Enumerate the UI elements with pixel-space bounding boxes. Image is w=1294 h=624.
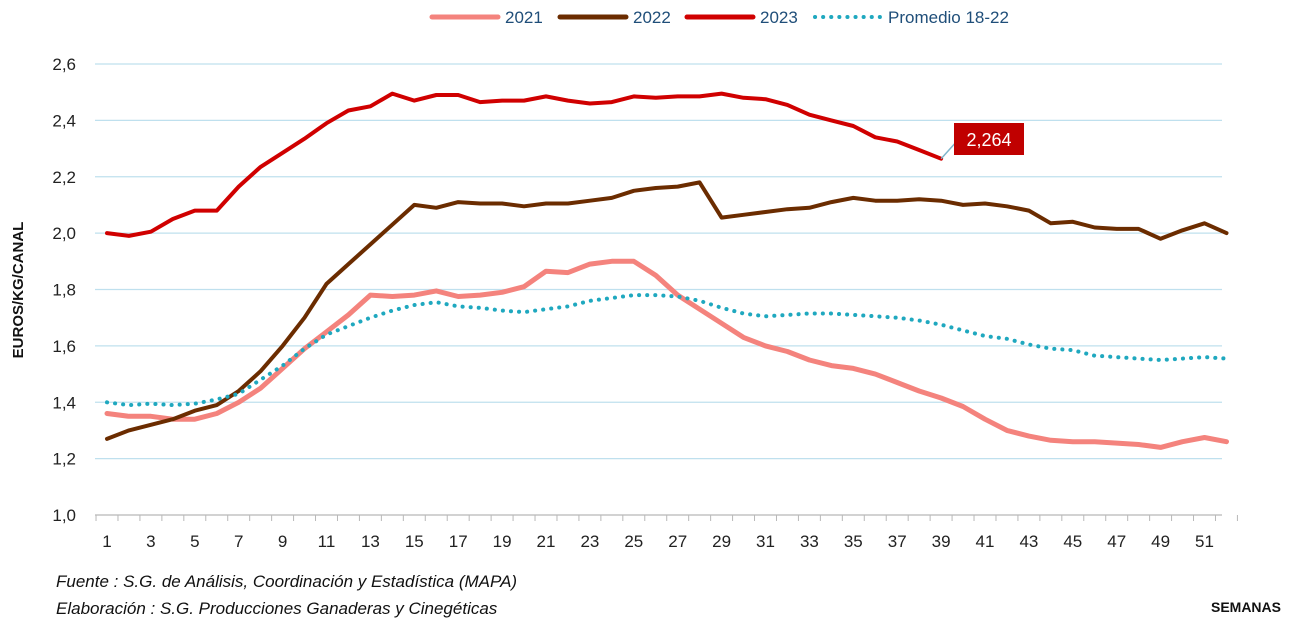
x-tick-label: 41	[976, 532, 995, 551]
legend-entry: 2023	[760, 8, 798, 27]
x-tick-label: 9	[278, 532, 287, 551]
series-line-2023	[105, 91, 944, 238]
axes: 1,01,21,41,61,82,02,22,42,61 3 5 7 9 11 13 15 17…	[52, 55, 1238, 551]
legend-entry: 2022	[633, 8, 671, 27]
x-tick-label: 29	[712, 532, 731, 551]
series-line-2022	[105, 180, 1229, 441]
x-tick-label: 33	[800, 532, 819, 551]
legend-entry: Promedio 18-22	[888, 8, 1009, 27]
y-tick-label: 2,2	[52, 168, 76, 187]
series-line-promedio-18-22	[105, 293, 1229, 408]
y-tick-label: 1,6	[52, 337, 76, 356]
x-tick-label: 43	[1019, 532, 1038, 551]
annotation-callout: 2,264	[940, 123, 1024, 160]
x-tick-label: 3	[146, 532, 155, 551]
source-note: Fuente : S.G. de Análisis, Coordinación …	[56, 572, 517, 591]
x-axis-label: SEMANAS	[1211, 599, 1281, 615]
callout-label: 2,264	[966, 130, 1011, 150]
x-tick-label: 25	[624, 532, 643, 551]
x-tick-label: 17	[449, 532, 468, 551]
y-tick-label: 1,0	[52, 506, 76, 525]
y-tick-label: 2,6	[52, 55, 76, 74]
y-tick-label: 2,4	[52, 111, 76, 130]
x-tick-label: 13	[361, 532, 380, 551]
x-tick-label: 45	[1063, 532, 1082, 551]
x-tick-label: 39	[932, 532, 951, 551]
elaboration-note: Elaboración : S.G. Producciones Ganadera…	[56, 599, 498, 618]
x-tick-label: 1	[102, 532, 111, 551]
x-tick-label: 11	[318, 532, 336, 551]
y-axis-label: EUROS/KG/CANAL	[10, 222, 27, 359]
x-tick-label: 19	[493, 532, 512, 551]
x-tick-label: 27	[668, 532, 687, 551]
x-tick-label: 51	[1195, 532, 1214, 551]
gridlines	[95, 63, 1222, 460]
series-lines	[104, 91, 1229, 450]
x-tick-label: 37	[888, 532, 907, 551]
y-tick-label: 2,0	[52, 224, 76, 243]
y-tick-label: 1,2	[52, 450, 76, 469]
y-tick-label: 1,4	[52, 393, 76, 412]
series-line-2021	[104, 258, 1229, 450]
legend-entry: 2021	[505, 8, 543, 27]
x-tick-label: 47	[1107, 532, 1126, 551]
legend: 2021 2022 2023 Promedio 18-22	[429, 8, 1009, 27]
y-tick-label: 1,8	[52, 281, 76, 300]
callout-box	[954, 123, 1024, 155]
x-tick-label: 15	[405, 532, 424, 551]
x-tick-label: 23	[580, 532, 599, 551]
x-tick-label: 49	[1151, 532, 1170, 551]
x-tick-label: 31	[756, 532, 775, 551]
x-tick-label: 35	[844, 532, 863, 551]
x-tick-label: 7	[234, 532, 243, 551]
x-tick-label: 21	[537, 532, 556, 551]
x-tick-label: 5	[190, 532, 199, 551]
